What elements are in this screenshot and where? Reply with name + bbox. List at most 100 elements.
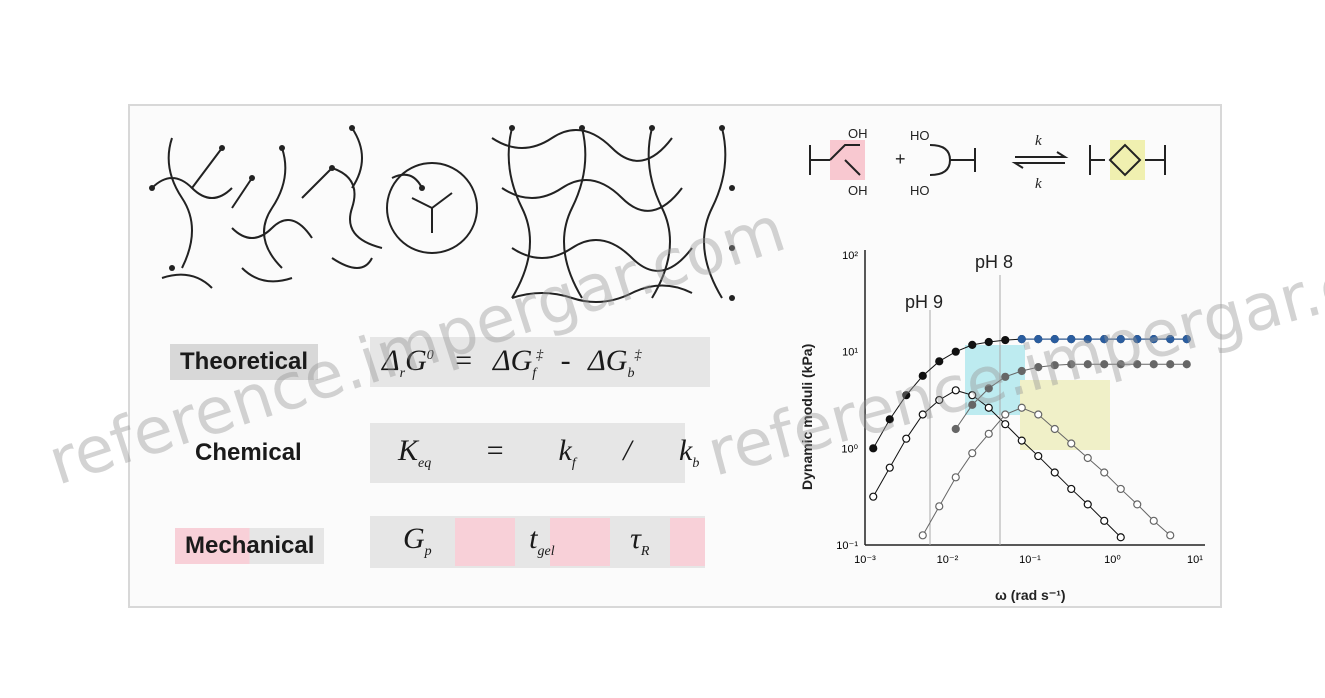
data-point bbox=[1001, 420, 1010, 429]
data-point bbox=[1001, 372, 1010, 381]
data-point bbox=[1083, 453, 1092, 463]
data-point bbox=[1017, 334, 1026, 344]
data-point bbox=[1149, 516, 1158, 525]
data-point bbox=[885, 415, 894, 424]
yellow-highlight bbox=[1020, 380, 1110, 450]
data-point bbox=[968, 391, 977, 400]
data-point bbox=[885, 463, 894, 472]
mechanical-equation: Gp tgel τR bbox=[403, 522, 650, 559]
data-point bbox=[902, 391, 911, 400]
data-point bbox=[1017, 436, 1026, 445]
data-point bbox=[1034, 363, 1043, 372]
y-tick-label: 10⁻¹ bbox=[836, 540, 858, 552]
data-point bbox=[984, 337, 993, 347]
data-point bbox=[984, 403, 993, 412]
mechanical-highlight-3 bbox=[670, 518, 705, 566]
data-point bbox=[984, 429, 993, 438]
y-tick-label: 10¹ bbox=[842, 347, 858, 359]
data-point bbox=[1133, 500, 1142, 509]
polymer-network-illustration bbox=[149, 125, 735, 303]
kf-label: k bbox=[1035, 133, 1042, 149]
theoretical-equation-box bbox=[370, 337, 710, 387]
data-point bbox=[1166, 334, 1175, 344]
data-point bbox=[1100, 516, 1109, 525]
data-point bbox=[968, 449, 977, 458]
series-line-3 bbox=[922, 407, 1171, 536]
data-point bbox=[1050, 424, 1059, 434]
data-point bbox=[869, 492, 878, 501]
x-tick-label: 10⁰ bbox=[1104, 554, 1121, 566]
data-point bbox=[1100, 360, 1109, 369]
y-tick-label: 10² bbox=[842, 250, 858, 262]
theoretical-label: Theoretical bbox=[170, 344, 319, 380]
data-point bbox=[935, 502, 944, 511]
data-point bbox=[951, 473, 960, 482]
data-point bbox=[918, 371, 927, 380]
data-point bbox=[1001, 335, 1010, 345]
data-point bbox=[1083, 334, 1092, 344]
data-point bbox=[1050, 468, 1059, 477]
data-point bbox=[1116, 484, 1125, 494]
data-point bbox=[1149, 334, 1158, 344]
ho-bottom-label: HO bbox=[910, 183, 930, 198]
data-point bbox=[1050, 361, 1059, 370]
chemical-equation-box bbox=[370, 423, 685, 483]
data-point bbox=[935, 357, 944, 366]
oh-top-label: OH bbox=[848, 126, 868, 141]
data-point bbox=[1034, 451, 1043, 461]
data-point bbox=[1116, 334, 1125, 344]
boronic-ester-scheme: OH OH + HO HO k k bbox=[809, 126, 1166, 198]
data-point bbox=[1100, 334, 1109, 344]
mechanical-label: Mechanical bbox=[175, 528, 325, 564]
mechanical-highlight-2 bbox=[550, 518, 610, 566]
data-point bbox=[1182, 360, 1191, 369]
data-point bbox=[1116, 360, 1125, 369]
data-point bbox=[1100, 468, 1109, 477]
mechanical-equation-box bbox=[370, 516, 705, 568]
mechanical-highlight-1 bbox=[455, 518, 515, 566]
data-point bbox=[951, 386, 960, 395]
theoretical-equation: ΔrG0 = ΔGf‡ - ΔGb‡ bbox=[382, 344, 642, 381]
ph9-label: pH 9 bbox=[905, 292, 943, 312]
rheology-chart: pH 9 pH 8 Dynamic moduli (kPa) ω (rad s⁻… bbox=[799, 250, 1205, 603]
kb-label: k bbox=[1035, 176, 1042, 192]
x-tick-label: 10⁻³ bbox=[854, 554, 876, 566]
data-point bbox=[1133, 334, 1142, 344]
data-point bbox=[1182, 334, 1191, 344]
data-point bbox=[1149, 360, 1158, 369]
data-point bbox=[1067, 360, 1076, 369]
data-point bbox=[902, 434, 911, 443]
x-tick-label: 10¹ bbox=[1187, 554, 1203, 566]
data-point bbox=[1067, 484, 1076, 494]
data-point bbox=[1034, 410, 1043, 419]
data-point bbox=[1166, 531, 1175, 540]
data-point bbox=[968, 400, 977, 409]
data-point bbox=[1017, 403, 1026, 412]
x-tick-label: 10⁻¹ bbox=[1019, 554, 1041, 566]
data-point bbox=[1166, 360, 1175, 369]
ph8-label: pH 8 bbox=[975, 252, 1013, 272]
plus-sign: + bbox=[895, 149, 906, 169]
ho-top-label: HO bbox=[910, 128, 930, 143]
data-point bbox=[1067, 334, 1076, 344]
y-axis-title: Dynamic moduli (kPa) bbox=[799, 344, 815, 490]
x-axis-title: ω (rad s⁻¹) bbox=[995, 587, 1066, 603]
data-point bbox=[1017, 366, 1026, 376]
data-point bbox=[1133, 360, 1142, 369]
data-point bbox=[1116, 533, 1125, 542]
data-point bbox=[951, 347, 960, 356]
data-point bbox=[918, 410, 927, 419]
y-tick-label: 10⁰ bbox=[841, 443, 858, 455]
chemical-equation: Keq = kf / kb bbox=[398, 434, 700, 471]
data-point bbox=[984, 384, 993, 393]
data-point bbox=[1083, 360, 1092, 369]
data-point bbox=[1001, 410, 1010, 419]
data-point bbox=[1083, 500, 1092, 509]
oh-bottom-label: OH bbox=[848, 183, 868, 198]
data-point bbox=[1067, 439, 1076, 448]
chemical-label: Chemical bbox=[195, 439, 302, 466]
data-point bbox=[935, 395, 944, 405]
data-point bbox=[918, 531, 927, 540]
data-point bbox=[1034, 334, 1043, 344]
x-tick-label: 10⁻² bbox=[937, 554, 959, 566]
